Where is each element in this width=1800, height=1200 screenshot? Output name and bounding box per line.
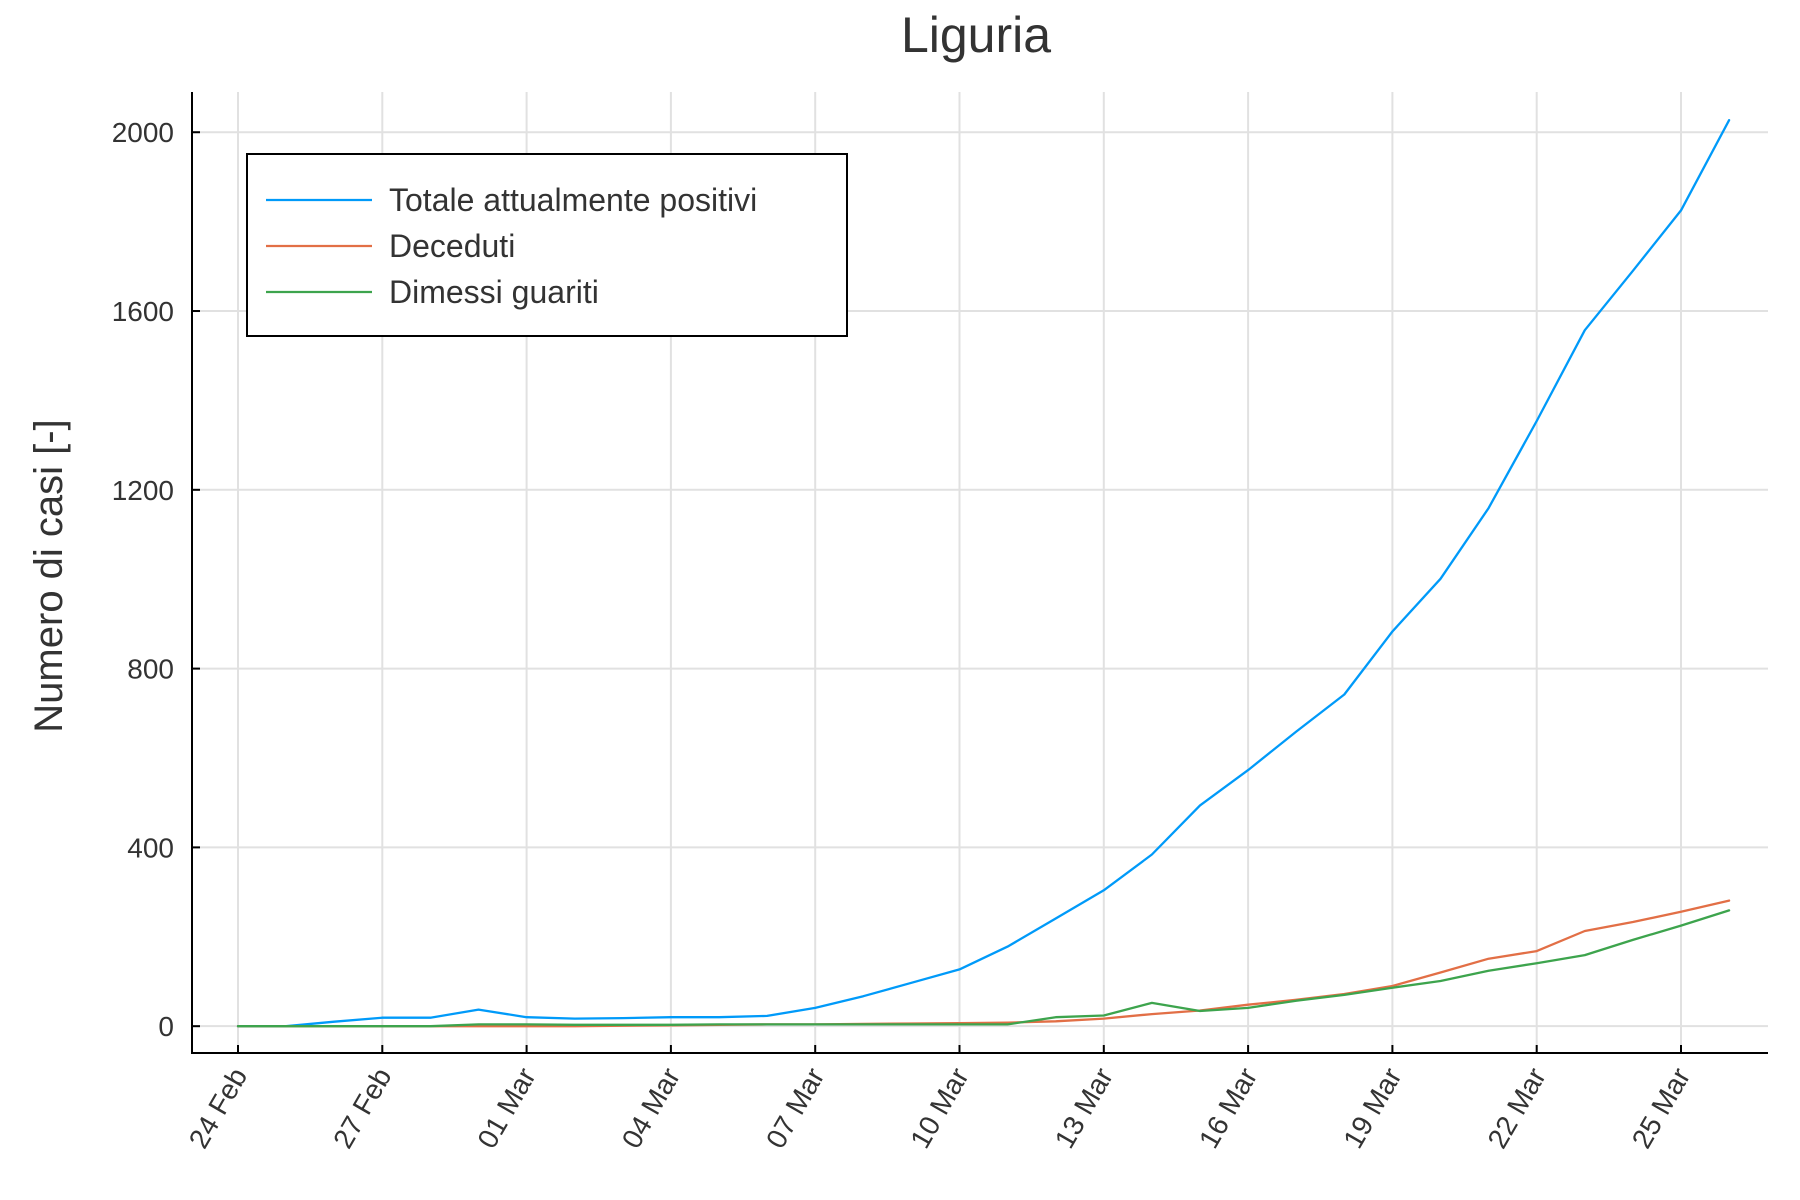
- y-axis-label: Numero di casi [-]: [27, 419, 71, 732]
- x-tick-label: 25 Mar: [1626, 1063, 1696, 1154]
- x-tick-label: 19 Mar: [1337, 1063, 1407, 1154]
- legend-label: Totale attualmente positivi: [389, 182, 757, 218]
- y-tick-label: 0: [158, 1011, 174, 1042]
- axis-frame: [191, 92, 1768, 1054]
- x-tick-label: 24 Feb: [183, 1063, 253, 1154]
- axes: [191, 92, 1768, 1054]
- x-tick-label: 01 Mar: [471, 1063, 541, 1154]
- chart-title: Liguria: [901, 7, 1051, 63]
- x-tick-label: 22 Mar: [1481, 1063, 1551, 1154]
- series-line-1: [236, 899, 1731, 1028]
- y-tick-label: 800: [127, 654, 174, 685]
- x-tick-label: 13 Mar: [1049, 1063, 1119, 1154]
- series-lines: [236, 119, 1731, 1028]
- y-tick-label: 2000: [112, 117, 174, 148]
- x-tick-label: 16 Mar: [1193, 1063, 1263, 1154]
- y-tick-label: 1600: [112, 296, 174, 327]
- series-line-2: [236, 909, 1731, 1028]
- y-tick-label: 1200: [112, 475, 174, 506]
- x-tick-label: 27 Feb: [327, 1063, 397, 1154]
- legend-label: Deceduti: [389, 228, 515, 264]
- legend-label: Dimessi guariti: [389, 274, 599, 310]
- x-tick-label: 10 Mar: [904, 1063, 974, 1154]
- series-line-0: [236, 119, 1731, 1028]
- legend: Totale attualmente positivi Deceduti Dimes…: [246, 153, 848, 337]
- x-tick-label: 07 Mar: [760, 1063, 830, 1154]
- x-tick-label: 04 Mar: [616, 1063, 686, 1154]
- y-tick-label: 400: [127, 832, 174, 863]
